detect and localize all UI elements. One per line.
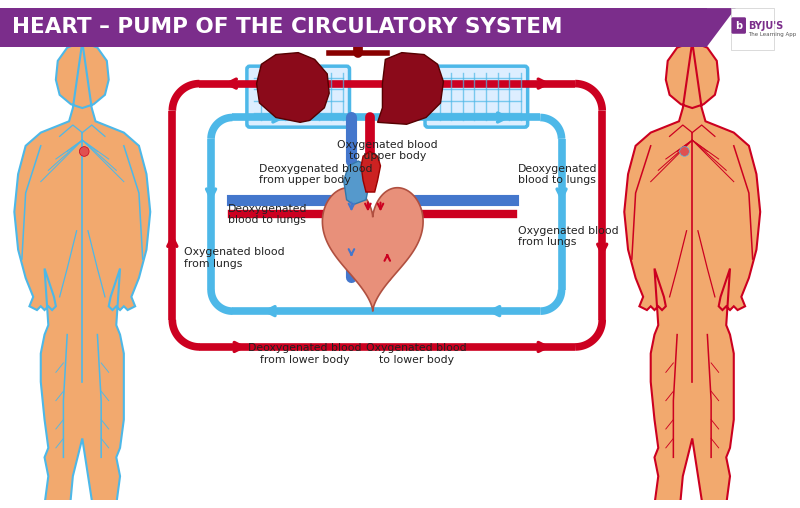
Polygon shape — [624, 42, 760, 508]
Circle shape — [680, 147, 690, 156]
Text: Deoxygenated blood
from lower body: Deoxygenated blood from lower body — [248, 343, 362, 365]
Text: Deoxygenated
blood to lungs: Deoxygenated blood to lungs — [227, 204, 307, 225]
Text: Oxygenated blood
to lower body: Oxygenated blood to lower body — [366, 343, 466, 365]
Text: b: b — [735, 20, 742, 30]
Text: Deoxygenated
blood to lungs: Deoxygenated blood to lungs — [518, 164, 598, 185]
FancyBboxPatch shape — [731, 17, 746, 34]
Polygon shape — [0, 8, 706, 47]
Polygon shape — [361, 151, 381, 192]
Circle shape — [79, 147, 89, 156]
Text: HEART – PUMP OF THE CIRCULATORY SYSTEM: HEART – PUMP OF THE CIRCULATORY SYSTEM — [12, 17, 562, 38]
Polygon shape — [257, 53, 329, 122]
Text: BYJU'S: BYJU'S — [748, 20, 784, 30]
Polygon shape — [378, 53, 443, 124]
Text: The Learning App: The Learning App — [748, 31, 797, 37]
Polygon shape — [344, 161, 370, 205]
FancyBboxPatch shape — [731, 8, 774, 50]
FancyBboxPatch shape — [247, 66, 350, 127]
Polygon shape — [706, 8, 736, 47]
Text: Oxygenated blood
from lungs: Oxygenated blood from lungs — [518, 226, 618, 247]
Polygon shape — [14, 42, 150, 508]
Text: Deoxygenated blood
from upper body: Deoxygenated blood from upper body — [259, 164, 373, 185]
Text: Oxygenated blood
to upper body: Oxygenated blood to upper body — [337, 140, 438, 162]
Text: Oxygenated blood
from lungs: Oxygenated blood from lungs — [184, 247, 285, 269]
FancyBboxPatch shape — [425, 66, 528, 127]
Polygon shape — [322, 188, 423, 311]
